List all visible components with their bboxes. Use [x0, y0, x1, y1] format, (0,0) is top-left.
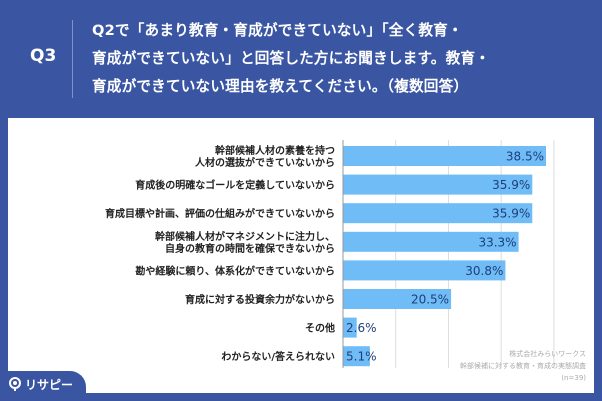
- source-note: 株式会社みらいワークス 幹部候補に対する教育・育成の実態調査 (n=39): [460, 348, 586, 384]
- source-survey: 幹部候補に対する教育・育成の実態調査: [460, 362, 586, 370]
- question-line: 育成ができていない理由を教えてください。（複数回答）: [92, 78, 469, 95]
- value-label: 38.5%: [506, 150, 544, 164]
- question-number: Q3: [30, 46, 57, 66]
- chart-card: 38.5% 幹部候補人材の素養を持つ 人材の選抜ができていないから 35.9% 育成後の…: [8, 118, 594, 393]
- bar: [343, 174, 533, 195]
- category-label: 育成に対する投資余力がないから: [185, 293, 335, 306]
- value-label: 35.9%: [492, 178, 530, 192]
- value-label: 33.3%: [478, 235, 516, 249]
- category-label: 育成目標や計画、評価の仕組みができていないから: [105, 207, 335, 220]
- question-line: Q2で「あまり教育・育成ができていない」「全く教育・: [92, 22, 463, 39]
- value-label: 20.5%: [411, 293, 449, 307]
- value-label: 5.1%: [346, 350, 377, 364]
- bar: [343, 317, 357, 338]
- bar: [343, 231, 519, 252]
- question-text: Q2で「あまり教育・育成ができていない」「全く教育・ 育成ができていない」と回答…: [92, 17, 597, 101]
- bar: [343, 203, 533, 224]
- category-label: 育成後の明確なゴールを定義していないから: [135, 179, 335, 192]
- bar: [343, 346, 370, 367]
- value-label: 30.8%: [465, 264, 503, 278]
- category-label: わからない/答えられない: [221, 350, 335, 363]
- pin-icon: [9, 377, 21, 391]
- header-divider: [72, 20, 73, 98]
- value-label: 35.9%: [492, 207, 530, 221]
- bar: [343, 260, 506, 281]
- logo-tab: [0, 371, 86, 401]
- category-label: 自身の教育の時間を確保できないから: [165, 242, 335, 255]
- category-label: 勘や経験に頼り、体系化ができていないから: [135, 264, 335, 277]
- category-label: 幹部候補人材の素養を持つ: [215, 144, 335, 157]
- logo-text: リサピー: [25, 378, 74, 392]
- category-label: 幹部候補人材がマネジメントに注力し、: [155, 230, 335, 243]
- question-line: 育成ができていない」と回答した方にお聞きします。教育・: [92, 50, 490, 67]
- bar: [343, 146, 546, 166]
- source-company: 株式会社みらいワークス: [509, 350, 586, 358]
- category-label: その他: [305, 322, 335, 335]
- category-label: 人材の選抜ができていないから: [195, 156, 335, 169]
- logo: リサピー: [8, 376, 73, 393]
- value-label: 2.6%: [346, 321, 377, 335]
- bar: [343, 289, 452, 309]
- sample-size: (n=39): [561, 374, 586, 382]
